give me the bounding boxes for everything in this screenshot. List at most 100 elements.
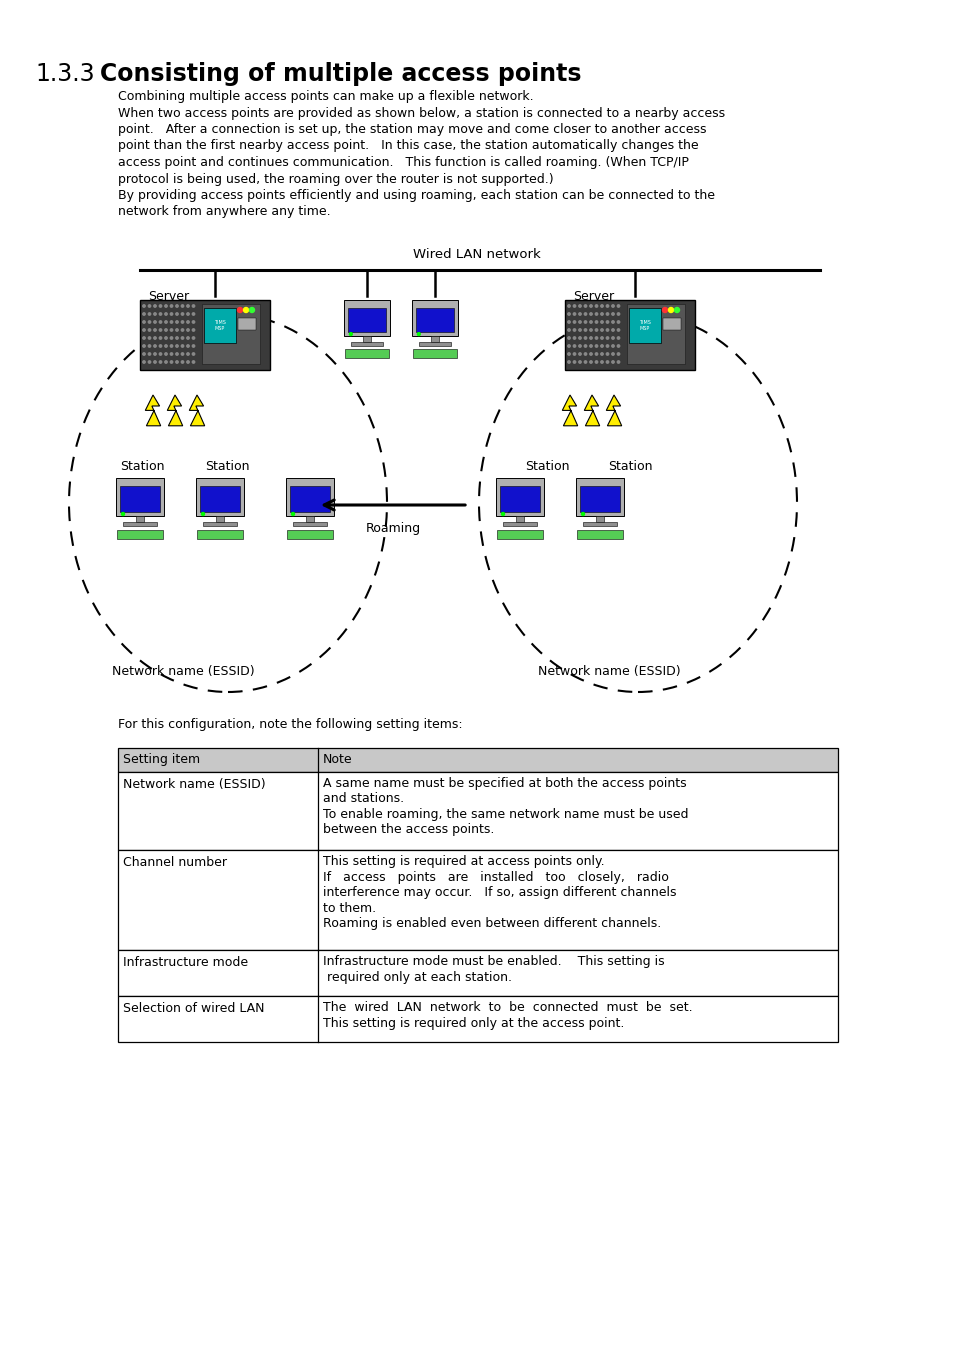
Text: TIMS
MSP: TIMS MSP bbox=[639, 320, 650, 331]
Bar bbox=[496, 478, 543, 516]
Circle shape bbox=[583, 313, 586, 315]
Circle shape bbox=[606, 336, 608, 339]
Circle shape bbox=[181, 345, 184, 347]
Text: If   access   points   are   installed   too   closely,   radio: If access points are installed too close… bbox=[323, 870, 668, 884]
Circle shape bbox=[165, 328, 167, 331]
Circle shape bbox=[187, 305, 189, 307]
Bar bbox=[293, 521, 327, 526]
Circle shape bbox=[148, 313, 151, 315]
Circle shape bbox=[617, 353, 619, 355]
Bar bbox=[345, 350, 388, 358]
Circle shape bbox=[567, 305, 570, 307]
Bar bbox=[202, 304, 260, 363]
Circle shape bbox=[181, 361, 184, 363]
Circle shape bbox=[175, 361, 178, 363]
Bar bbox=[203, 521, 236, 526]
Bar bbox=[626, 304, 684, 363]
Bar bbox=[596, 516, 603, 521]
Circle shape bbox=[611, 305, 614, 307]
Circle shape bbox=[143, 336, 145, 339]
Text: Consisting of multiple access points: Consisting of multiple access points bbox=[100, 62, 581, 86]
Circle shape bbox=[171, 353, 172, 355]
Circle shape bbox=[578, 320, 580, 323]
Circle shape bbox=[567, 361, 570, 363]
Circle shape bbox=[611, 353, 614, 355]
Circle shape bbox=[578, 361, 580, 363]
Circle shape bbox=[617, 313, 619, 315]
Text: Station: Station bbox=[607, 459, 652, 473]
Bar bbox=[502, 521, 537, 526]
Circle shape bbox=[573, 353, 575, 355]
Circle shape bbox=[617, 305, 619, 307]
Bar bbox=[363, 336, 371, 342]
Circle shape bbox=[595, 328, 598, 331]
Circle shape bbox=[617, 320, 619, 323]
Circle shape bbox=[148, 305, 151, 307]
Bar bbox=[416, 308, 454, 332]
Polygon shape bbox=[167, 394, 183, 426]
Circle shape bbox=[250, 308, 254, 312]
Circle shape bbox=[583, 320, 586, 323]
Polygon shape bbox=[583, 394, 599, 426]
Circle shape bbox=[201, 512, 204, 516]
Text: For this configuration, note the following setting items:: For this configuration, note the followi… bbox=[118, 717, 462, 731]
Circle shape bbox=[181, 353, 184, 355]
Circle shape bbox=[175, 320, 178, 323]
Text: Infrastructure mode: Infrastructure mode bbox=[123, 957, 248, 969]
Circle shape bbox=[617, 336, 619, 339]
Circle shape bbox=[589, 361, 592, 363]
Circle shape bbox=[153, 345, 156, 347]
Circle shape bbox=[606, 305, 608, 307]
Circle shape bbox=[578, 336, 580, 339]
Bar bbox=[197, 530, 243, 539]
Circle shape bbox=[573, 320, 575, 323]
Circle shape bbox=[187, 313, 189, 315]
Bar bbox=[117, 530, 163, 539]
Circle shape bbox=[175, 353, 178, 355]
Circle shape bbox=[600, 361, 602, 363]
Text: Roaming is enabled even between different channels.: Roaming is enabled even between differen… bbox=[323, 917, 660, 929]
Text: Channel number: Channel number bbox=[123, 857, 227, 869]
Circle shape bbox=[567, 328, 570, 331]
Text: Station: Station bbox=[524, 459, 569, 473]
Bar bbox=[123, 521, 156, 526]
Circle shape bbox=[573, 361, 575, 363]
Bar bbox=[204, 308, 235, 343]
Circle shape bbox=[589, 313, 592, 315]
Bar bbox=[431, 336, 438, 342]
Circle shape bbox=[583, 305, 586, 307]
Circle shape bbox=[187, 353, 189, 355]
Circle shape bbox=[187, 336, 189, 339]
Circle shape bbox=[567, 345, 570, 347]
Circle shape bbox=[567, 353, 570, 355]
Bar bbox=[116, 478, 164, 516]
Circle shape bbox=[143, 345, 145, 347]
Text: Network name (ESSID): Network name (ESSID) bbox=[112, 665, 254, 678]
Polygon shape bbox=[606, 394, 621, 426]
Circle shape bbox=[589, 320, 592, 323]
Circle shape bbox=[606, 353, 608, 355]
Circle shape bbox=[611, 320, 614, 323]
Polygon shape bbox=[189, 394, 205, 426]
Circle shape bbox=[600, 328, 602, 331]
Circle shape bbox=[243, 308, 248, 312]
Text: to them.: to them. bbox=[323, 901, 375, 915]
Text: 1.3.3: 1.3.3 bbox=[35, 62, 94, 86]
Circle shape bbox=[193, 353, 194, 355]
Circle shape bbox=[573, 336, 575, 339]
Circle shape bbox=[606, 345, 608, 347]
Bar bbox=[195, 478, 244, 516]
Circle shape bbox=[159, 353, 161, 355]
Text: Combining multiple access points can make up a flexible network.: Combining multiple access points can mak… bbox=[118, 91, 533, 103]
Circle shape bbox=[573, 345, 575, 347]
Circle shape bbox=[606, 313, 608, 315]
Circle shape bbox=[600, 305, 602, 307]
Text: required only at each station.: required only at each station. bbox=[323, 970, 512, 984]
Circle shape bbox=[175, 345, 178, 347]
Circle shape bbox=[600, 353, 602, 355]
Circle shape bbox=[237, 308, 242, 312]
Bar bbox=[351, 342, 382, 346]
Circle shape bbox=[600, 345, 602, 347]
Circle shape bbox=[611, 361, 614, 363]
Circle shape bbox=[159, 320, 161, 323]
